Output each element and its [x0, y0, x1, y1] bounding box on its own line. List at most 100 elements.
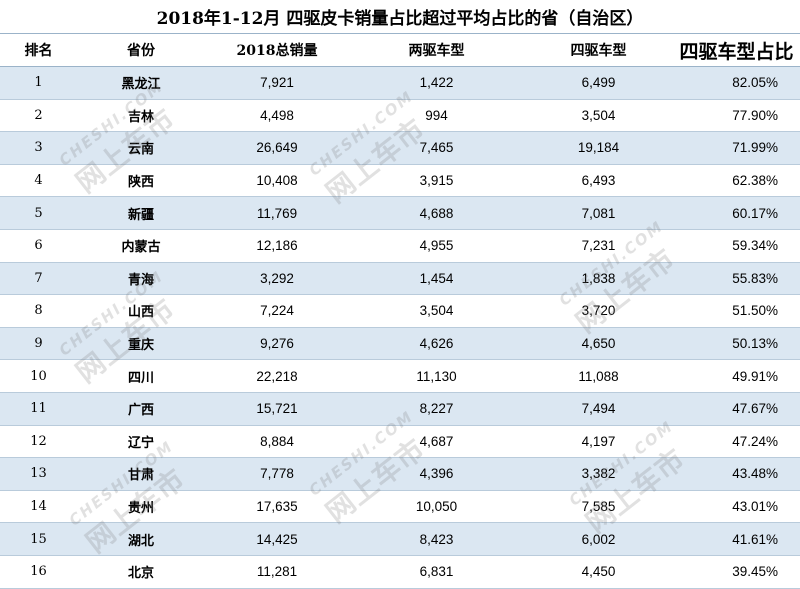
- total-sales-cell: 10,408: [205, 164, 349, 198]
- two-wd-cell: 3,504: [349, 294, 524, 328]
- province-cell: 贵州: [77, 490, 205, 524]
- four-wd-cell: 7,231: [524, 229, 673, 263]
- table-row: 4 陕西 10,408 3,915 6,493 62.38%: [0, 164, 800, 198]
- table-row: 5 新疆 11,769 4,688 7,081 60.17%: [0, 196, 800, 230]
- rank-cell: 1: [0, 66, 77, 100]
- total-sales-cell: 26,649: [205, 131, 349, 165]
- four-wd-cell: 1,838: [524, 262, 673, 296]
- province-cell: 内蒙古: [77, 229, 205, 263]
- four-wd-cell: 3,382: [524, 457, 673, 491]
- total-sales-cell: 15,721: [205, 392, 349, 426]
- four-wd-cell: 4,450: [524, 555, 673, 589]
- two-wd-cell: 8,423: [349, 522, 524, 556]
- rank-cell: 14: [0, 490, 77, 524]
- four-wd-share-cell: 60.17%: [673, 196, 800, 230]
- column-header-total: 2018总销量: [205, 33, 349, 67]
- total-sales-cell: 11,769: [205, 196, 349, 230]
- four-wd-share-cell: 43.48%: [673, 457, 800, 491]
- two-wd-cell: 7,465: [349, 131, 524, 165]
- table-body: 1 黑龙江 7,921 1,422 6,499 82.05% 2 吉林 4,498 994 3,50…: [0, 66, 800, 589]
- four-wd-share-cell: 47.67%: [673, 392, 800, 426]
- two-wd-cell: 994: [349, 99, 524, 133]
- total-sales-cell: 8,884: [205, 425, 349, 459]
- two-wd-cell: 1,454: [349, 262, 524, 296]
- four-wd-cell: 6,499: [524, 66, 673, 100]
- table-row: 3 云南 26,649 7,465 19,184 71.99%: [0, 131, 800, 165]
- table-row: 15 湖北 14,425 8,423 6,002 41.61%: [0, 522, 800, 556]
- table-row: 9 重庆 9,276 4,626 4,650 50.13%: [0, 327, 800, 361]
- table-row: 12 辽宁 8,884 4,687 4,197 47.24%: [0, 425, 800, 459]
- four-wd-share-cell: 47.24%: [673, 425, 800, 459]
- total-sales-cell: 11,281: [205, 555, 349, 589]
- four-wd-share-cell: 71.99%: [673, 131, 800, 165]
- province-cell: 黑龙江: [77, 66, 205, 100]
- four-wd-cell: 4,197: [524, 425, 673, 459]
- table-row: 8 山西 7,224 3,504 3,720 51.50%: [0, 294, 800, 328]
- four-wd-share-cell: 43.01%: [673, 490, 800, 524]
- total-sales-cell: 3,292: [205, 262, 349, 296]
- two-wd-cell: 3,915: [349, 164, 524, 198]
- province-cell: 山西: [77, 294, 205, 328]
- table-row: 2 吉林 4,498 994 3,504 77.90%: [0, 99, 800, 133]
- province-cell: 青海: [77, 262, 205, 296]
- rank-cell: 2: [0, 99, 77, 133]
- four-wd-cell: 11,088: [524, 359, 673, 393]
- two-wd-cell: 4,626: [349, 327, 524, 361]
- total-sales-cell: 7,778: [205, 457, 349, 491]
- rank-cell: 3: [0, 131, 77, 165]
- two-wd-cell: 4,688: [349, 196, 524, 230]
- header-row: 排名 省份 2018总销量 两驱车型 四驱车型 四驱车型占比: [0, 33, 800, 67]
- rank-cell: 12: [0, 425, 77, 459]
- total-sales-cell: 22,218: [205, 359, 349, 393]
- table-row: 1 黑龙江 7,921 1,422 6,499 82.05%: [0, 66, 800, 100]
- two-wd-cell: 10,050: [349, 490, 524, 524]
- rank-cell: 7: [0, 262, 77, 296]
- rank-cell: 5: [0, 196, 77, 230]
- column-header-two-wd: 两驱车型: [349, 33, 524, 67]
- province-cell: 甘肃: [77, 457, 205, 491]
- four-wd-share-cell: 51.50%: [673, 294, 800, 328]
- column-header-pct: 四驱车型占比: [673, 33, 800, 67]
- table-row: 7 青海 3,292 1,454 1,838 55.83%: [0, 262, 800, 296]
- two-wd-cell: 4,687: [349, 425, 524, 459]
- two-wd-cell: 8,227: [349, 392, 524, 426]
- two-wd-cell: 11,130: [349, 359, 524, 393]
- rank-cell: 15: [0, 522, 77, 556]
- total-sales-cell: 17,635: [205, 490, 349, 524]
- rank-cell: 13: [0, 457, 77, 491]
- total-sales-cell: 12,186: [205, 229, 349, 263]
- rank-cell: 9: [0, 327, 77, 361]
- four-wd-cell: 7,494: [524, 392, 673, 426]
- table-row: 13 甘肃 7,778 4,396 3,382 43.48%: [0, 457, 800, 491]
- sales-table: 排名 省份 2018总销量 两驱车型 四驱车型 四驱车型占比 1 黑龙江 7,921…: [0, 33, 800, 589]
- total-sales-cell: 14,425: [205, 522, 349, 556]
- four-wd-cell: 4,650: [524, 327, 673, 361]
- four-wd-share-cell: 49.91%: [673, 359, 800, 393]
- province-cell: 四川: [77, 359, 205, 393]
- two-wd-cell: 4,955: [349, 229, 524, 263]
- four-wd-cell: 7,081: [524, 196, 673, 230]
- province-cell: 广西: [77, 392, 205, 426]
- column-header-province: 省份: [77, 33, 205, 67]
- total-sales-cell: 7,921: [205, 66, 349, 100]
- column-header-four-wd: 四驱车型: [524, 33, 673, 67]
- table-row: 11 广西 15,721 8,227 7,494 47.67%: [0, 392, 800, 426]
- table-title: 2018年1-12月 四驱皮卡销量占比超过平均占比的省（自治区）: [0, 0, 800, 33]
- four-wd-cell: 3,720: [524, 294, 673, 328]
- four-wd-cell: 3,504: [524, 99, 673, 133]
- table-row: 14 贵州 17,635 10,050 7,585 43.01%: [0, 490, 800, 524]
- rank-cell: 6: [0, 229, 77, 263]
- four-wd-cell: 6,493: [524, 164, 673, 198]
- four-wd-share-cell: 77.90%: [673, 99, 800, 133]
- two-wd-cell: 6,831: [349, 555, 524, 589]
- province-cell: 陕西: [77, 164, 205, 198]
- total-sales-cell: 9,276: [205, 327, 349, 361]
- table-row: 16 北京 11,281 6,831 4,450 39.45%: [0, 555, 800, 589]
- rank-cell: 16: [0, 555, 77, 589]
- rank-cell: 10: [0, 359, 77, 393]
- rank-cell: 11: [0, 392, 77, 426]
- province-cell: 湖北: [77, 522, 205, 556]
- province-cell: 吉林: [77, 99, 205, 133]
- four-wd-share-cell: 41.61%: [673, 522, 800, 556]
- two-wd-cell: 4,396: [349, 457, 524, 491]
